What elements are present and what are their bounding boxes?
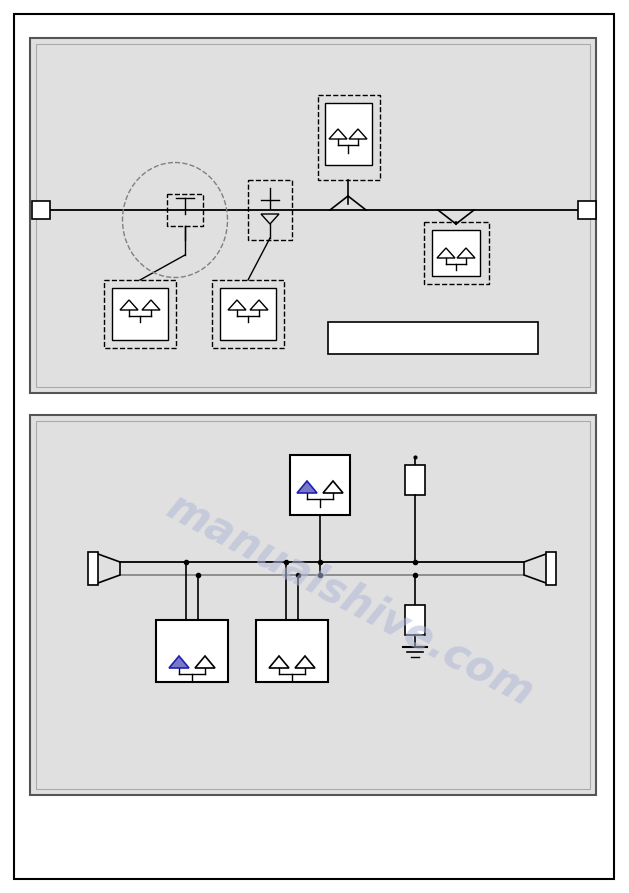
Bar (88, 552, 98, 585)
Bar (328, 322, 538, 354)
Bar (318, 95, 380, 180)
Bar (36, 44, 590, 387)
Bar (104, 280, 176, 348)
Bar (156, 620, 228, 682)
Bar (248, 180, 292, 240)
Bar (256, 620, 328, 682)
Polygon shape (169, 656, 189, 668)
Bar (36, 421, 590, 789)
Bar (424, 222, 489, 284)
Bar (30, 38, 596, 393)
Bar (578, 201, 596, 219)
Bar (405, 465, 425, 495)
Text: manualshive.com: manualshive.com (159, 485, 541, 714)
Polygon shape (297, 481, 317, 493)
Bar (405, 605, 425, 635)
Bar (32, 201, 50, 219)
Bar (220, 288, 276, 340)
Bar (30, 415, 596, 795)
Bar (212, 280, 284, 348)
Bar (167, 194, 203, 226)
Bar (325, 103, 372, 165)
Bar (112, 288, 168, 340)
Bar (546, 552, 556, 585)
Bar (290, 455, 350, 515)
Bar (432, 230, 480, 276)
